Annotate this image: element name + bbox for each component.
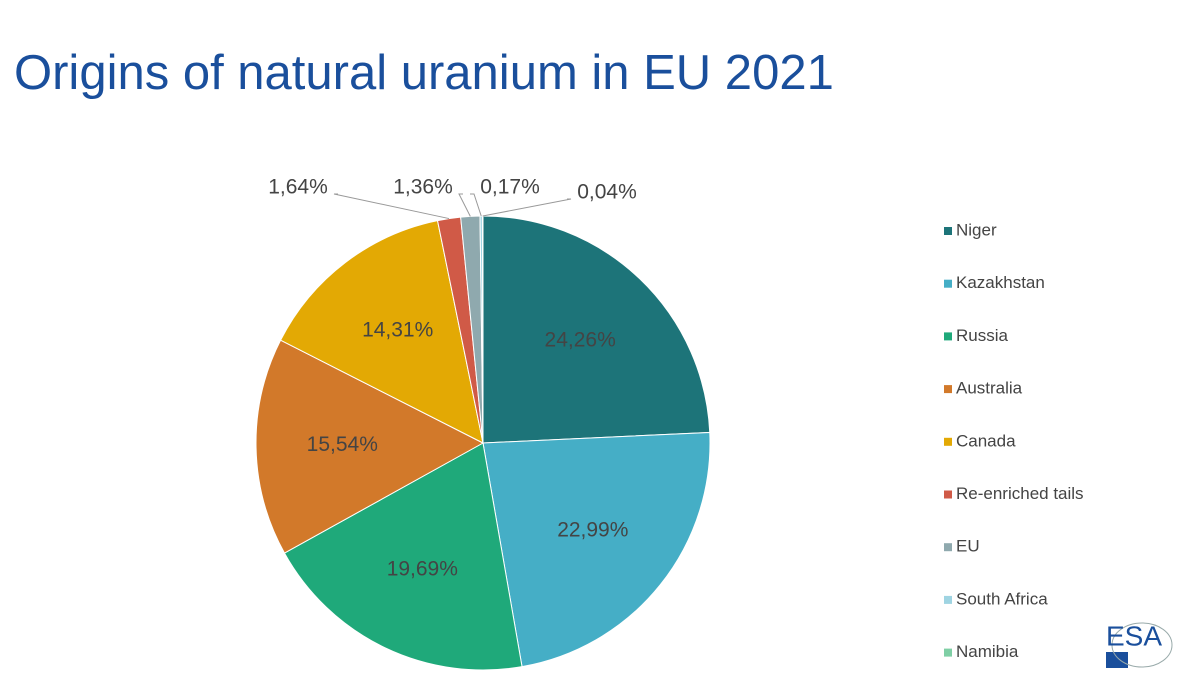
legend-label: Niger [956,220,997,239]
leader-line [333,193,450,220]
legend-swatch [944,648,952,657]
logo-flag [1106,652,1128,668]
data-label: 1,36% [393,176,453,199]
legend-label: Australia [956,379,1023,398]
legend-swatch [944,227,952,235]
leader-line [458,193,471,217]
legend-label: Re-enriched tails [956,484,1084,503]
data-label: 19,69% [387,558,458,581]
data-label: 0,17% [480,176,540,199]
leader-line [470,193,482,217]
data-label: 22,99% [557,519,628,542]
legend-label: EU [956,537,980,556]
data-label: 1,64% [268,176,328,199]
pie-slice [482,431,711,668]
pie-slice [255,339,485,554]
data-label: 14,31% [362,319,433,342]
pie-slice [482,215,711,444]
data-label: 24,26% [545,329,616,352]
data-label: 15,54% [307,433,378,456]
logo: ESA [1106,620,1173,668]
logo-orbit [1111,622,1173,668]
pie-slice [481,215,484,444]
legend-swatch [944,332,952,341]
legend-label: Namibia [956,642,1019,661]
legend-swatch [944,543,952,552]
pie-slice [283,442,523,671]
legend-label: South Africa [956,589,1048,608]
legend-swatch [944,490,952,499]
legend-swatch [944,385,952,394]
chart-title: Origins of natural uranium in EU 2021 [14,46,834,100]
legend-label: Russia [956,326,1009,345]
legend-label: Kazakhstan [956,273,1045,292]
legend-swatch [944,437,952,446]
legend-swatch [944,279,952,288]
legend-swatch [944,595,952,604]
pie-slice [279,220,484,444]
data-label: 0,04% [577,181,637,204]
leader-line [482,198,572,217]
logo-text: ESA [1106,620,1162,651]
legend-label: Canada [956,431,1016,450]
